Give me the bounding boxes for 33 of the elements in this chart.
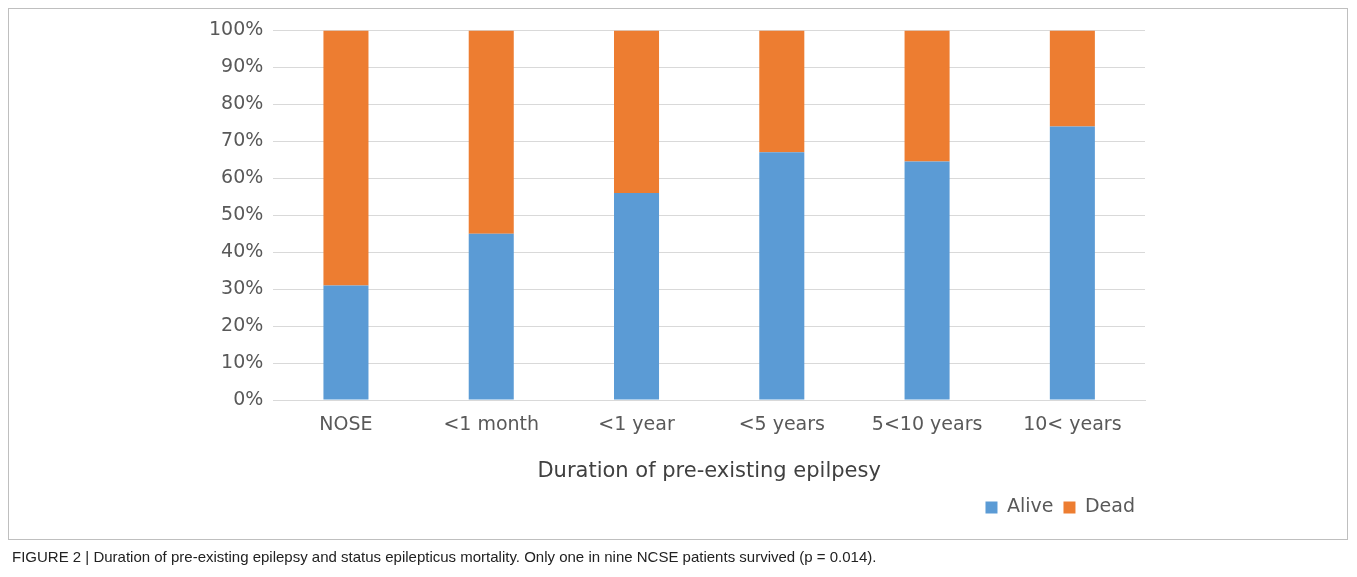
y-tick-label: 30% (221, 276, 264, 299)
legend-label: Alive (1006, 494, 1054, 517)
y-tick-label: 50% (221, 202, 264, 225)
bar (1049, 30, 1095, 127)
y-tick-label: 70% (221, 128, 264, 151)
bar (759, 30, 805, 153)
y-tick-label: 40% (221, 239, 264, 262)
bar (468, 30, 514, 234)
x-axis-title: Duration of pre-existing epilpesy (537, 457, 881, 482)
x-tick-label: <1 year (598, 412, 675, 435)
bar (323, 30, 369, 286)
bar (323, 285, 369, 400)
bar (904, 30, 950, 162)
x-tick-label: 5<10 years (871, 412, 983, 435)
y-tick-label: 10% (221, 349, 264, 372)
bar (759, 152, 805, 400)
x-tick-label: <1 month (443, 412, 540, 435)
bar (1049, 126, 1095, 400)
legend-label: Dead (1084, 494, 1136, 517)
y-tick-label: 80% (221, 91, 264, 114)
bar (614, 193, 660, 400)
caption: FIGURE 2 | Duration of pre-existing epilepsy and status epilepticus mortality. Only one in nine NCSE patients survived (p = 0.014). (12, 548, 878, 565)
y-tick-label: 0% (233, 386, 264, 409)
x-tick-label: NOSE (319, 412, 373, 435)
bar (614, 30, 660, 194)
y-tick-label: 100% (208, 17, 264, 40)
bar (468, 233, 514, 400)
x-tick-label: <5 years (738, 412, 825, 435)
y-tick-label: 90% (221, 54, 264, 77)
bar (904, 161, 950, 400)
y-tick-label: 60% (221, 165, 264, 188)
y-tick-label: 20% (221, 313, 264, 336)
x-tick-label: 10< years (1023, 412, 1122, 435)
